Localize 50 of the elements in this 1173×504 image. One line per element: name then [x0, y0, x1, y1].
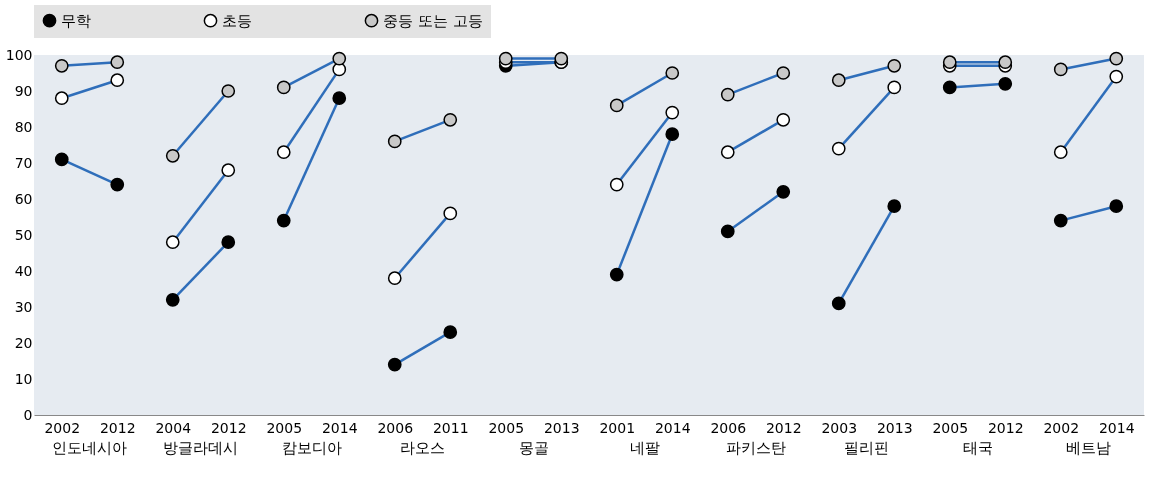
y-tick-label: 20 [14, 334, 33, 351]
x-tick-label: 2002 [44, 419, 81, 436]
text: 베트남 [1066, 439, 1111, 457]
y-tick-label: 10 [14, 370, 33, 387]
text: 몽골 [518, 439, 549, 457]
x-tick-label: 2001 [599, 419, 636, 436]
point [54, 58, 69, 73]
y-tick-label: 30 [14, 298, 33, 315]
y-tick-label: 40 [14, 262, 33, 279]
y-tick-label: 80 [14, 118, 33, 135]
x-tick-label: 2005 [932, 419, 969, 436]
point [498, 51, 513, 66]
x-tick-label: 2012 [765, 419, 802, 436]
text: 인도네시아 [52, 439, 127, 457]
x-tick-label: 2012 [210, 419, 247, 436]
y-tick-label: 0 [23, 406, 33, 423]
y-tick-label: 70 [14, 154, 33, 171]
y-tick-label: 60 [14, 190, 33, 207]
x-tick-label: 2006 [710, 419, 747, 436]
x-tick-label: 2005 [266, 419, 303, 436]
x-tick-label: 2013 [543, 419, 580, 436]
x-tick-label: 2002 [1043, 419, 1080, 436]
text: 네팔 [629, 439, 660, 457]
y-tick-label: 100 [5, 46, 33, 63]
x-tick-label: 2003 [821, 419, 858, 436]
point [554, 51, 569, 66]
point [998, 76, 1013, 91]
legend-label: 무학 [61, 11, 91, 30]
x-tick-label: 2011 [432, 419, 469, 436]
legend-label: 중등 또는 고등 [383, 11, 483, 30]
text: 파키스탄 [725, 439, 786, 457]
x-tick-label: 2005 [488, 419, 525, 436]
x-tick-label: 2014 [654, 419, 691, 436]
text: 태국 [962, 439, 993, 457]
point [942, 80, 957, 95]
x-tick-label: 2006 [377, 419, 414, 436]
x-tick-label: 2013 [876, 419, 913, 436]
text: 캄보디아 [281, 439, 342, 457]
text: 라오스 [400, 439, 445, 457]
x-tick-label: 2004 [155, 419, 192, 436]
point [110, 55, 125, 70]
y-tick-label: 50 [14, 226, 33, 243]
text: 방글라데시 [163, 439, 238, 457]
x-tick-label: 2012 [987, 419, 1024, 436]
legend-label: 초등 [222, 11, 252, 30]
x-tick-label: 2012 [99, 419, 136, 436]
y-tick-label: 90 [14, 82, 33, 99]
x-tick-label: 2014 [321, 419, 358, 436]
x-tick-label: 2014 [1098, 419, 1135, 436]
text: 필리핀 [844, 439, 889, 457]
